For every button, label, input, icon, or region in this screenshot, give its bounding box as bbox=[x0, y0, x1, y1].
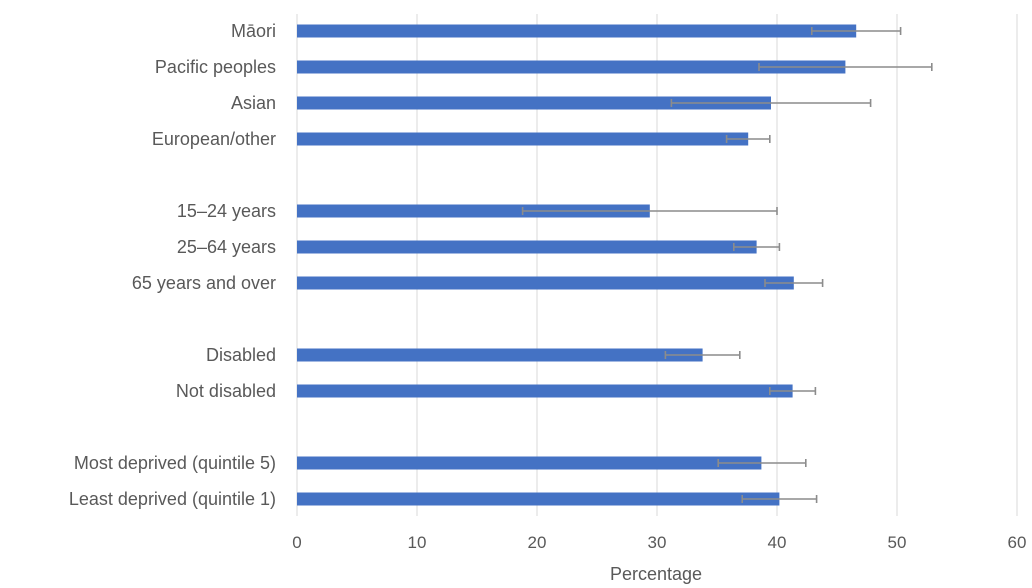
error-bar bbox=[725, 135, 771, 143]
error-bar bbox=[741, 495, 818, 503]
category-label: 65 years and over bbox=[132, 273, 276, 293]
category-label: Pacific peoples bbox=[155, 57, 276, 77]
error-bar bbox=[664, 351, 741, 359]
category-labels: Māori Pacific peoples Asian European/other 1… bbox=[69, 21, 276, 509]
x-tick-label: 40 bbox=[768, 533, 787, 552]
category-label: Not disabled bbox=[176, 381, 276, 401]
x-axis-title: Percentage bbox=[610, 564, 702, 584]
x-tick-label: 0 bbox=[292, 533, 301, 552]
error-bar bbox=[758, 63, 933, 71]
bars bbox=[297, 24, 857, 506]
x-tick-label: 20 bbox=[528, 533, 547, 552]
error-bar bbox=[670, 99, 872, 107]
bar bbox=[297, 96, 771, 110]
category-label: 15–24 years bbox=[177, 201, 276, 221]
category-label: Disabled bbox=[206, 345, 276, 365]
bar bbox=[297, 456, 762, 470]
x-tick-label: 10 bbox=[408, 533, 427, 552]
bar bbox=[297, 60, 846, 74]
bar bbox=[297, 348, 703, 362]
bar bbox=[297, 384, 793, 398]
bar bbox=[297, 132, 749, 146]
error-bar bbox=[717, 459, 807, 467]
x-tick-label: 30 bbox=[648, 533, 667, 552]
error-bar bbox=[521, 207, 778, 215]
x-tick-label: 60 bbox=[1008, 533, 1027, 552]
error-bar bbox=[732, 243, 781, 251]
error-bar bbox=[764, 279, 824, 287]
bar bbox=[297, 204, 650, 218]
bar bbox=[297, 492, 780, 506]
x-axis-ticks: 0 10 20 30 40 50 60 bbox=[292, 533, 1026, 552]
category-label: Most deprived (quintile 5) bbox=[74, 453, 276, 473]
category-label: 25–64 years bbox=[177, 237, 276, 257]
bar bbox=[297, 24, 857, 38]
category-label: European/other bbox=[152, 129, 276, 149]
x-tick-label: 50 bbox=[888, 533, 907, 552]
error-bars bbox=[521, 27, 933, 503]
gridlines bbox=[296, 14, 1018, 516]
error-bar bbox=[810, 27, 902, 35]
category-label: Least deprived (quintile 1) bbox=[69, 489, 276, 509]
bar bbox=[297, 240, 757, 254]
bar bbox=[297, 276, 794, 290]
category-label: Asian bbox=[231, 93, 276, 113]
category-label: Māori bbox=[231, 21, 276, 41]
error-bar bbox=[768, 387, 817, 395]
